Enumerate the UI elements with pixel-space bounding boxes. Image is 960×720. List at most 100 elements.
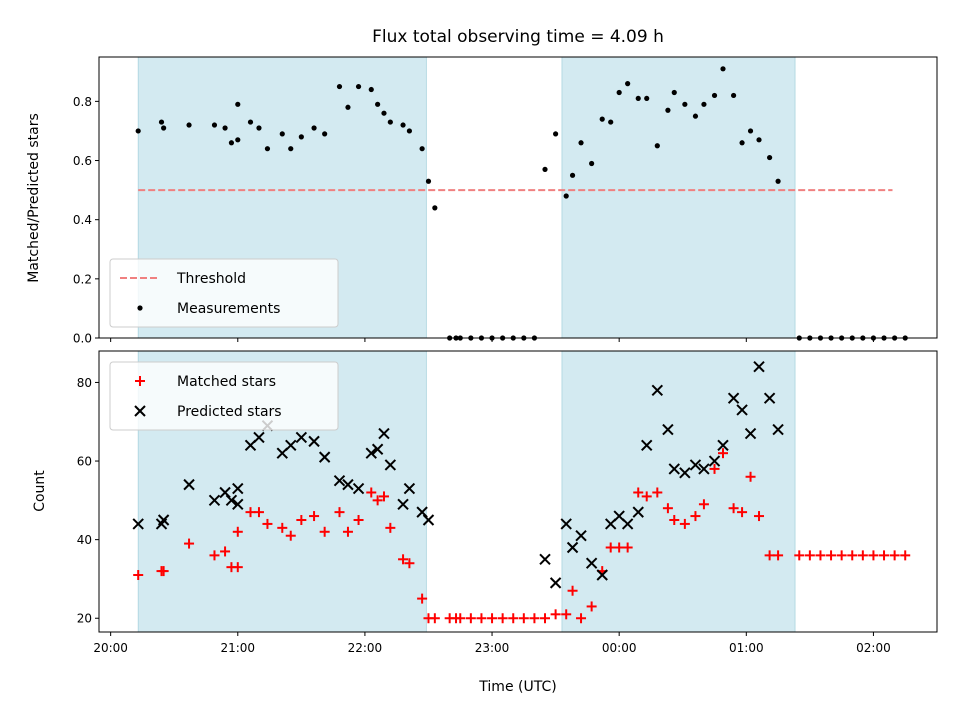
- top-dot-point-0: [135, 128, 141, 134]
- bottom-x-point-21-b: [371, 443, 384, 455]
- bottom-plus-point-18: [342, 526, 353, 537]
- top-dot-point-17: [336, 83, 343, 90]
- bottom-plus-point-36: [508, 613, 519, 624]
- top-dot-point-46: [608, 119, 614, 125]
- top-dot-point-47: [616, 89, 622, 96]
- bottom-x-point-40-b: [651, 384, 664, 397]
- bottom-plus-point-72: [868, 550, 879, 561]
- top-dot-point-14: [298, 134, 304, 140]
- bottom-x-point-20: [365, 447, 377, 459]
- bottom-x-point-23: [384, 459, 397, 471]
- bottom-plus-point-68: [826, 550, 837, 561]
- bottom-x-point-31-b: [566, 541, 579, 554]
- bottom-y-tick-label-2: 60: [77, 455, 92, 469]
- bottom-x-point-50-b: [744, 427, 757, 440]
- bottom-plus-point-48: [622, 542, 633, 553]
- bottom-x-point-5: [219, 486, 231, 499]
- bottom-plus-point-14: [296, 514, 307, 525]
- bottom-x-point-44-b: [689, 459, 702, 471]
- bottom-plus-point-34: [487, 613, 498, 624]
- bottom-x-point-53-b: [772, 423, 784, 436]
- top-shaded-interval-1: [561, 56, 796, 339]
- top-dot-point-21: [375, 101, 381, 107]
- bottom-y-tick-label-1: 40: [77, 533, 92, 547]
- bottom-x-point-18-b: [342, 478, 354, 491]
- bottom-plus-point-19: [353, 514, 364, 525]
- bottom-x-point-29-b: [549, 577, 562, 589]
- bottom-plus-point-7: [232, 562, 243, 573]
- bottom-plus-point-0: [133, 570, 144, 581]
- bottom-x-point-13: [285, 439, 297, 452]
- top-y-tick-label-0: 0.0: [73, 332, 92, 346]
- top-dot-point-12: [279, 131, 285, 137]
- top-dot-point-18: [345, 104, 351, 110]
- top-y-tick-label-2: 0.4: [73, 213, 92, 227]
- x-tick-label-5: 01:00: [729, 641, 764, 655]
- bottom-x-point-38: [632, 506, 644, 518]
- bottom-plus-point-32: [465, 613, 476, 624]
- bottom-x-point-42-b: [668, 463, 680, 475]
- bottom-x-point-30: [560, 518, 572, 530]
- bottom-x-point-49-b: [736, 404, 748, 416]
- top-dot-point-45: [599, 116, 605, 122]
- bottom-plus-point-59: [728, 503, 739, 514]
- bottom-x-point-28-b: [539, 553, 551, 566]
- bottom-x-point-33-b: [585, 557, 598, 569]
- bottom-plus-point-3: [184, 538, 195, 549]
- bottom-plus-point-4: [209, 550, 220, 561]
- bottom-plus-point-31: [455, 613, 466, 624]
- bottom-plus-point-47: [614, 542, 625, 553]
- bottom-x-point-8-b: [232, 482, 244, 495]
- top-dot-point-4: [211, 122, 218, 128]
- top-dot-point-9: [247, 119, 254, 125]
- bottom-x-point-19: [352, 482, 365, 495]
- top-dot-point-43: [578, 140, 584, 146]
- chart-title: Flux total observing time = 4.09 h: [372, 27, 664, 47]
- bottom-plus-point-21: [372, 495, 383, 506]
- bottom-x-point-23-b: [384, 459, 397, 471]
- top-dot-point-10: [256, 125, 262, 131]
- bottom-plus-point-23: [385, 522, 396, 533]
- top-legend: Threshold Measurements: [109, 258, 339, 328]
- top-dot-point-15: [311, 125, 317, 131]
- bottom-x-point-48: [727, 392, 740, 404]
- top-dot-point-1: [158, 119, 165, 125]
- x-tick-label-2: 22:00: [348, 641, 383, 655]
- top-dot-point-8: [235, 101, 241, 107]
- top-dot-point-24: [400, 122, 406, 128]
- top-dot-point-52: [665, 107, 671, 113]
- top-legend-label-0: Threshold: [176, 271, 246, 287]
- top-dot-point-63: [767, 154, 773, 161]
- bottom-plus-point-67: [815, 550, 826, 561]
- bottom-x-point-10: [253, 431, 265, 444]
- bottom-plus-point-57: [709, 463, 720, 474]
- bottom-plus-point-39: [540, 613, 551, 624]
- bottom-x-point-50: [744, 427, 757, 440]
- bottom-x-point-5-b: [219, 486, 231, 499]
- top-y-tick-label-4: 0.8: [73, 95, 92, 109]
- bottom-x-point-17: [333, 474, 346, 487]
- top-dot-point-23: [387, 119, 393, 125]
- bottom-plus-point-63: [764, 550, 775, 561]
- bottom-y-axis-label: Count: [32, 470, 48, 512]
- bottom-x-point-43: [679, 467, 691, 479]
- top-dot-point-41: [563, 193, 569, 199]
- bottom-x-point-3-b: [183, 478, 195, 491]
- top-legend-box: [109, 258, 339, 328]
- bottom-legend-symbol-0: [135, 376, 145, 386]
- bottom-legend: Matched stars Predicted stars: [109, 361, 339, 431]
- top-dot-point-62: [756, 137, 762, 143]
- bottom-plus-point-60: [737, 507, 748, 518]
- bottom-x-point-26-b: [416, 506, 428, 518]
- top-dot-point-56: [701, 101, 707, 107]
- top-dot-point-5: [222, 125, 228, 131]
- bottom-x-point-47-b: [717, 439, 729, 452]
- bottom-x-point-48-b: [727, 392, 740, 404]
- bottom-legend-label-0: Matched stars: [177, 374, 276, 390]
- bottom-plus-point-65: [794, 550, 805, 561]
- bottom-plus-point-35: [497, 613, 508, 624]
- bottom-plus-point-44: [586, 601, 597, 612]
- bottom-x-point-22: [378, 427, 390, 440]
- top-dot-point-7: [235, 137, 241, 143]
- bottom-legend-label-1: Predicted stars: [177, 404, 282, 420]
